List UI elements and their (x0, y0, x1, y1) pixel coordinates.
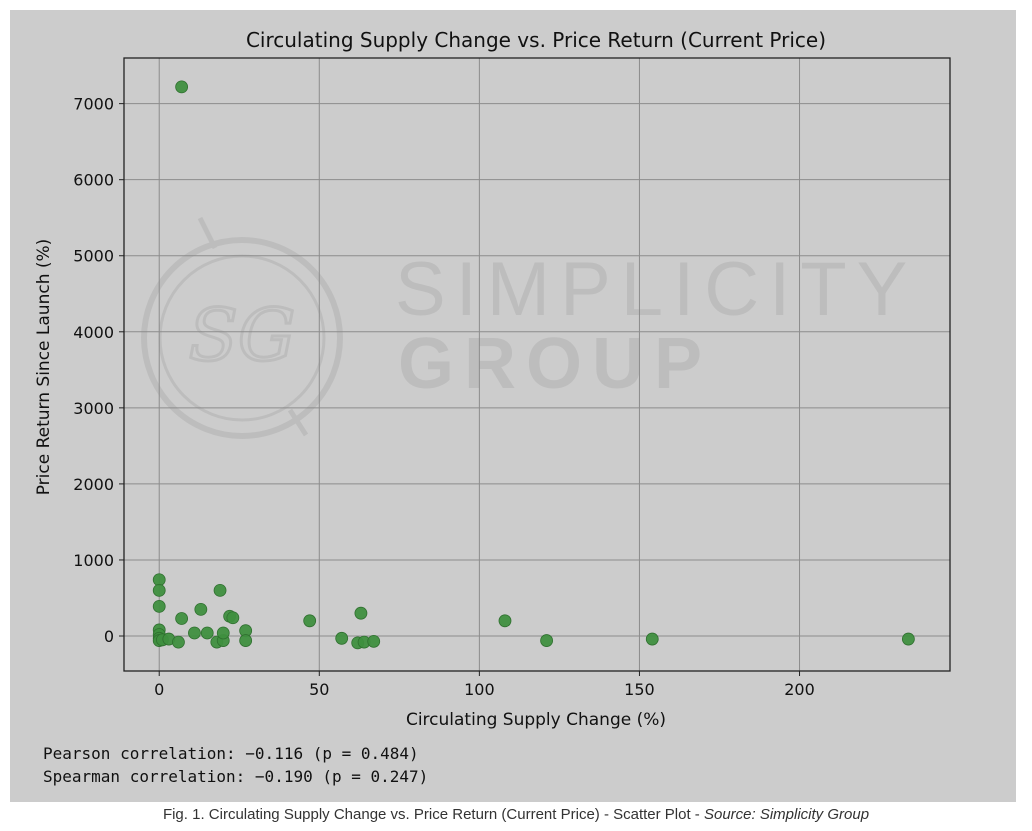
y-tick-label: 4000 (73, 323, 114, 342)
data-point (335, 631, 349, 645)
y-axis-label: Price Return Since Launch (%) (34, 239, 54, 496)
data-point (645, 632, 659, 646)
figure-caption: Fig. 1. Circulating Supply Change vs. Pr… (0, 806, 1032, 823)
y-tick-label: 6000 (73, 171, 114, 190)
watermark-logo: SG SIMPLICITY GROUP (141, 216, 917, 439)
y-tick-label: 1000 (73, 551, 114, 570)
data-point (200, 626, 214, 640)
y-tick-label: 2000 (73, 475, 114, 494)
y-tick-label: 5000 (73, 247, 114, 266)
y-tick-label: 0 (104, 627, 114, 646)
data-point (239, 634, 253, 647)
spearman-correlation: Spearman correlation: −0.190 (p = 0.247) (43, 767, 429, 786)
watermark-line2: GROUP (398, 324, 712, 404)
grid-lines (124, 58, 950, 671)
plot-area (123, 57, 951, 672)
figure-panel: SG SIMPLICITY GROUP 0 50 100 150 200 0 1000 200… (10, 10, 1016, 802)
data-points (152, 80, 915, 650)
data-point (213, 583, 227, 597)
x-tick-label: 100 (464, 680, 495, 699)
x-tick-label: 0 (154, 680, 164, 699)
data-point (367, 634, 381, 648)
x-tick-label: 150 (624, 680, 655, 699)
data-point (226, 611, 240, 625)
axis-ticks: 0 50 100 150 2000100020003000400050006000700… (73, 95, 815, 699)
watermark-line1: SIMPLICITY (395, 247, 917, 332)
data-point (540, 634, 554, 647)
data-point (175, 612, 189, 625)
x-axis-label: Circulating Supply Change (%) (406, 710, 666, 730)
data-point (175, 80, 189, 94)
data-point (172, 635, 185, 649)
scatter-chart: SG SIMPLICITY GROUP 0 50 100 150 20001000200… (34, 28, 951, 730)
x-tick-label: 200 (784, 680, 815, 699)
caption-text: Fig. 1. Circulating Supply Change vs. Pr… (162, 806, 704, 823)
x-tick-label: 50 (309, 680, 329, 699)
pearson-correlation: Pearson correlation: −0.116 (p = 0.484) (43, 744, 419, 763)
data-point (901, 632, 915, 646)
data-point (498, 614, 512, 628)
data-point (216, 626, 230, 640)
data-point (152, 599, 166, 613)
caption-source: Source: Simplicity Group (703, 806, 870, 823)
data-point (354, 606, 368, 620)
data-point (188, 626, 201, 640)
data-point (303, 614, 317, 628)
watermark-monogram: SG (189, 293, 296, 377)
data-point (152, 583, 166, 597)
y-tick-label: 7000 (73, 95, 114, 114)
chart-title: Circulating Supply Change vs. Price Retu… (246, 28, 826, 52)
y-tick-label: 3000 (73, 399, 114, 418)
data-point (152, 573, 166, 587)
data-point (194, 602, 208, 616)
